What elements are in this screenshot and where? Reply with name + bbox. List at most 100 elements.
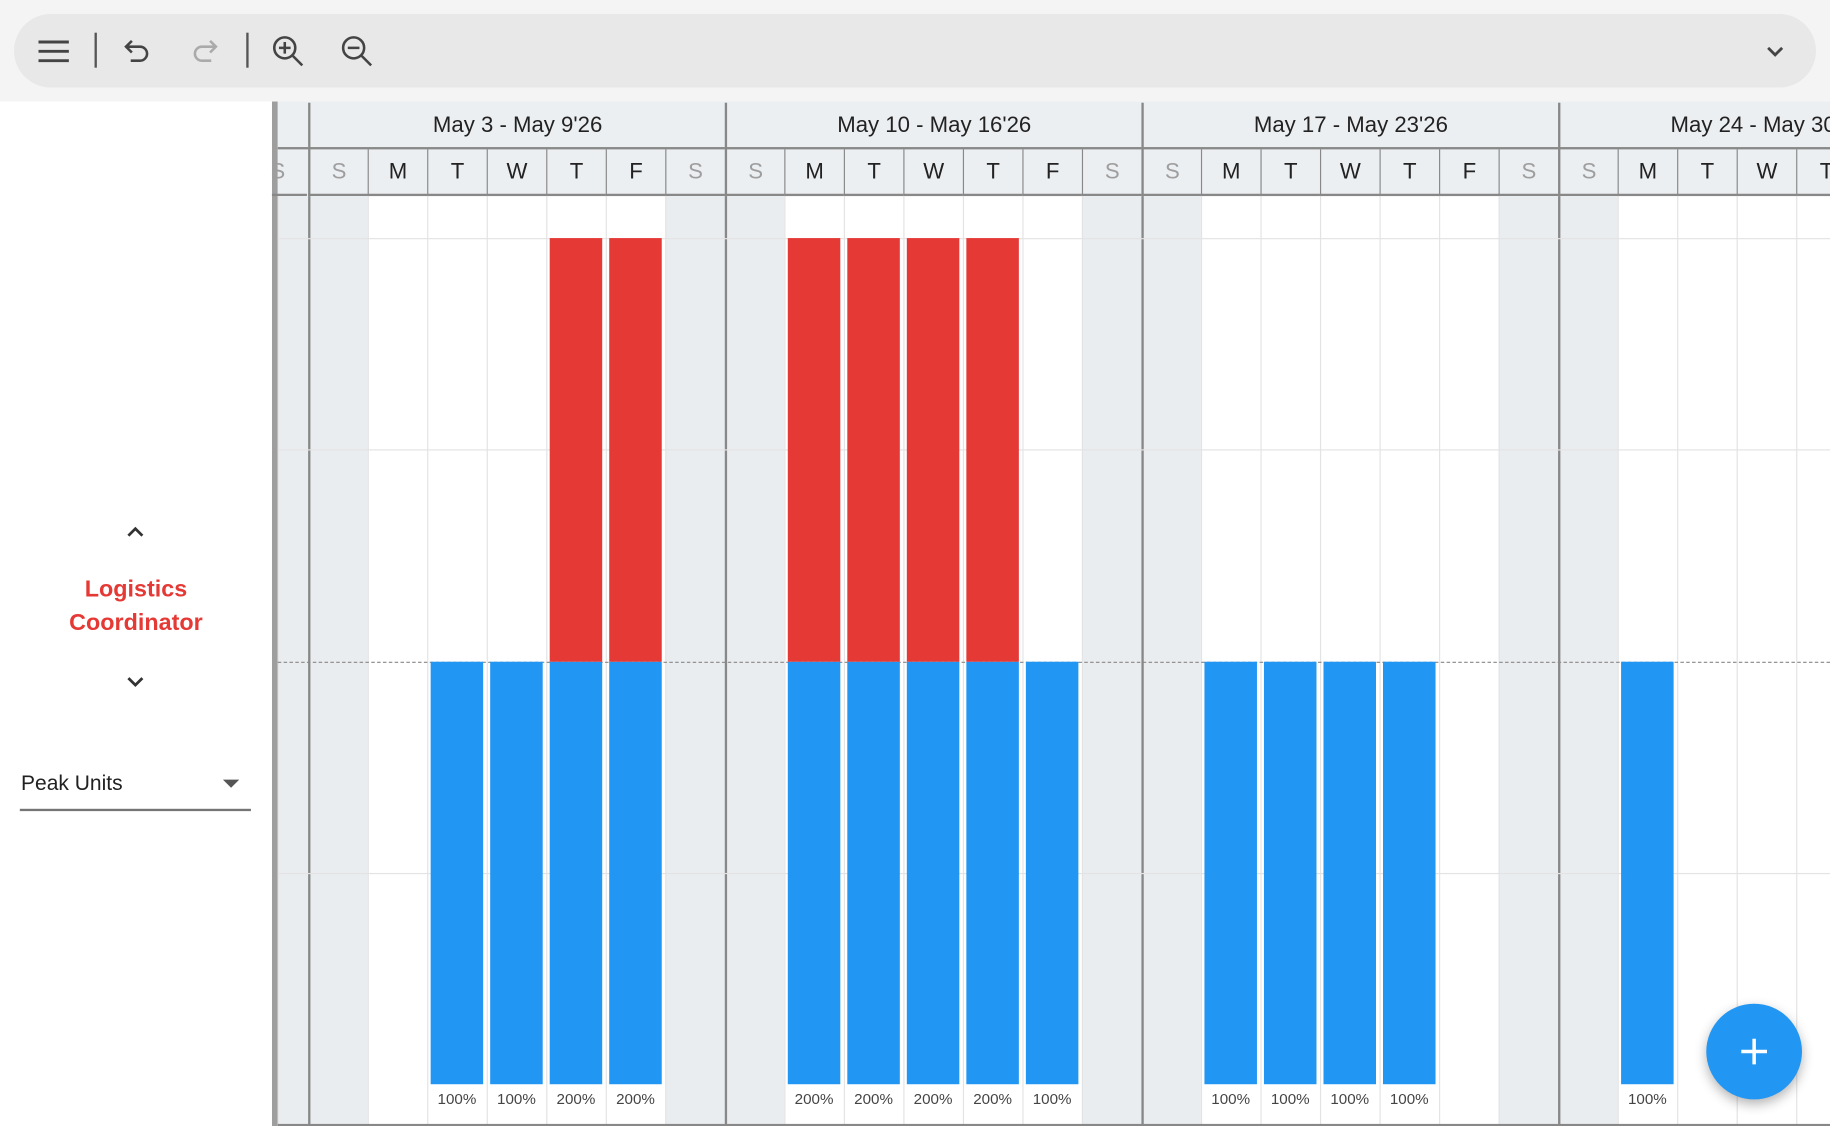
allocation-label: 200% [913,1090,953,1108]
zoom-in-icon[interactable] [271,34,306,69]
allocation-bar[interactable] [787,661,841,1085]
allocation-label: 100% [497,1090,536,1108]
day-header: M [367,149,428,197]
dropdown-arrow-icon [222,779,240,788]
day-header: S [1081,149,1142,197]
day-column [903,196,963,1126]
overallocation-bar[interactable] [609,238,662,662]
allocation-bar[interactable] [1323,661,1376,1085]
weekend-column [1081,196,1142,1126]
allocation-bar[interactable] [609,661,662,1085]
grid-line [277,449,1830,451]
metric-select[interactable]: Peak Units [19,762,251,812]
chevron-up-icon[interactable] [121,518,149,546]
allocation-label: 100% [1270,1090,1310,1108]
weekend-column [665,196,725,1126]
allocation-bar[interactable] [906,661,960,1085]
day-header: W [1319,149,1380,197]
allocation-label: 100% [1211,1090,1251,1108]
day-column [784,196,844,1126]
weekend-column [1498,196,1559,1126]
week-header-spacer [277,103,309,150]
allocation-bar[interactable] [847,661,900,1085]
day-column [962,196,1023,1126]
allocation-label: 100% [1330,1090,1370,1108]
day-header: S [665,149,725,197]
day-header: S [724,149,785,197]
weekend-column [1141,196,1201,1126]
allocation-bar[interactable] [1383,661,1436,1085]
day-column [1379,196,1440,1126]
resource-panel: Logistics Coordinator Peak Units [0,101,272,1126]
timeline-header: SSMTWTFSSMTWTFSSMTWTFSSMTWTMay 3 - May 9… [271,101,1830,197]
overallocation-bar[interactable] [549,238,603,662]
week-header: May 10 - May 16'26 [724,102,1142,150]
zoom-out-icon[interactable] [340,34,375,69]
day-column [367,196,428,1126]
day-header: W [1736,149,1797,197]
day-column [1439,196,1499,1126]
chevron-down-icon[interactable] [1758,34,1793,69]
allocation-bar[interactable] [1025,661,1079,1085]
overallocation-bar[interactable] [906,238,960,662]
grid-line [277,238,1830,240]
overallocation-bar[interactable] [966,238,1019,662]
day-header: T [1260,149,1320,197]
week-header: May 24 - May 30'26 [1558,102,1830,150]
allocation-label: 100% [1627,1090,1667,1108]
day-column [1200,196,1261,1126]
day-header: S [1498,149,1559,197]
day-column [1022,196,1082,1126]
day-column [1319,196,1380,1126]
toolbar [14,14,1816,88]
add-button[interactable] [1706,1003,1802,1100]
day-column [1677,196,1737,1126]
week-header: May 3 - May 9'26 [308,102,725,150]
allocation-bar[interactable] [490,661,543,1085]
allocation-bar[interactable] [1621,661,1674,1085]
allocation-bar[interactable] [1263,661,1317,1085]
redo-icon[interactable] [187,34,222,69]
timeline-bottom-border [277,1123,1830,1126]
allocation-label: 100% [1389,1090,1429,1108]
day-column [605,196,666,1126]
allocation-bar[interactable] [966,661,1019,1085]
day-header: W [486,149,547,197]
allocation-label: 200% [973,1090,1013,1108]
day-header: F [605,149,666,197]
day-header: T [546,149,606,197]
weekend-column [724,196,785,1126]
day-header: M [1200,149,1261,197]
allocation-label: 200% [854,1090,893,1108]
allocation-label: 200% [616,1090,655,1108]
allocation-label: 200% [556,1090,596,1108]
day-header: T [1677,149,1737,197]
overallocation-bar[interactable] [847,238,900,662]
allocation-label: 200% [794,1090,834,1108]
allocation-bar[interactable] [430,661,484,1085]
day-column [1796,196,1830,1126]
undo-icon[interactable] [120,34,155,69]
day-header: T [843,149,904,197]
day-header: F [1022,149,1082,197]
allocation-label: 100% [437,1090,477,1108]
day-header: T [962,149,1023,197]
day-column [486,196,547,1126]
toolbar-divider [94,32,97,68]
day-header: S [1141,149,1201,197]
day-column [1260,196,1320,1126]
overallocation-bar[interactable] [787,238,841,662]
day-column [1617,196,1678,1126]
panel-splitter[interactable] [271,101,278,1126]
weekend-column [308,196,368,1126]
metric-select-value: Peak Units [21,771,123,795]
menu-icon[interactable] [36,34,71,69]
allocation-bar[interactable] [1204,661,1257,1085]
day-header: F [1439,149,1499,197]
day-header: T [427,149,487,197]
chevron-down-icon[interactable] [121,668,149,696]
day-column [427,196,487,1126]
day-header: S [308,149,368,197]
allocation-bar[interactable] [549,661,603,1085]
day-header: S [1558,149,1618,197]
